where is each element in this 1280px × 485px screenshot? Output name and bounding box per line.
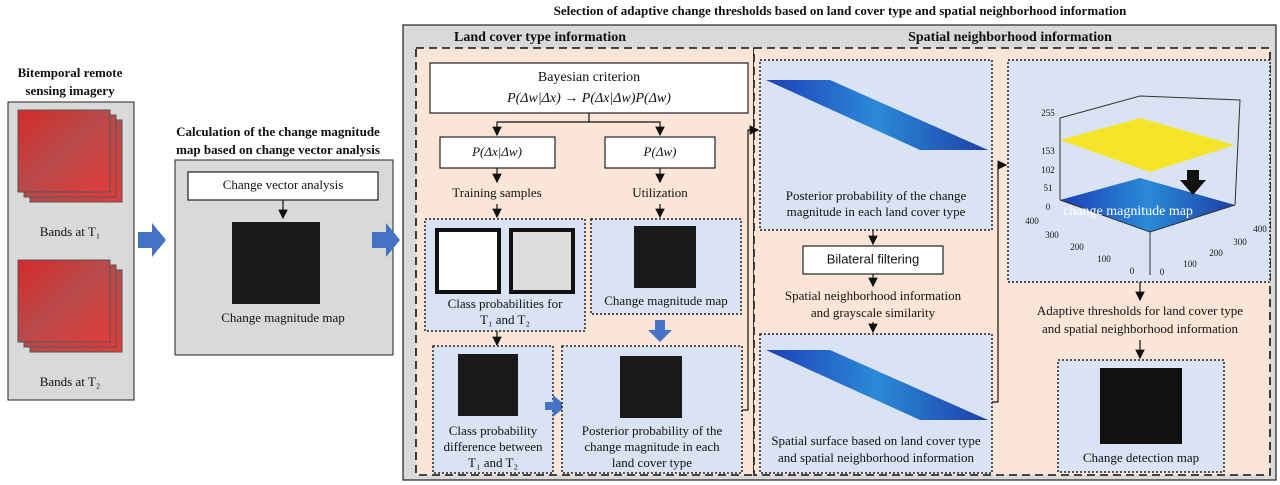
y-tick: 100 [1183,259,1197,269]
class-prob-label: Class probabilities for [448,296,563,311]
difference-label: Class probability [449,423,538,438]
title: Selection of adaptive change thresholds … [554,3,1127,18]
x-tick: 400 [1025,216,1039,226]
band-label: Bands at T₂ [40,374,101,389]
formula: P(Δw|Δx) → P(Δx|Δw)P(Δw) [506,91,671,106]
filter-label: Bilateral filtering [827,251,920,266]
criterion: Bayesian criterion [538,70,640,85]
map-image [1100,368,1182,444]
posterior-label: Posterior probability of the [582,423,723,438]
map-image [458,354,518,416]
z-tick: 102 [1041,165,1055,175]
cva-title: Calculation of the change magnitude [176,124,380,139]
similarity-label: Spatial neighborhood information [785,288,962,303]
x-tick: 200 [1070,242,1084,252]
section-header: Spatial neighborhood information [908,30,1112,45]
z-tick: 153 [1041,146,1055,156]
plot-label: change magnitude map [1063,204,1193,219]
surface-label: Spatial surface based on land cover type [771,433,981,448]
y-tick: 200 [1209,248,1223,258]
difference-label: difference between [443,439,543,454]
map-image [232,222,320,304]
thresholds-label: Adaptive thresholds for land cover type [1037,303,1243,318]
y-tick: 400 [1253,224,1267,234]
posterior-label: land cover type [612,455,692,470]
posterior-label: change magnitude in each [584,439,720,454]
class-prob-label: T₁ and T₂ [480,312,530,327]
result-label: Change detection map [1083,450,1199,465]
input-title: sensing imagery [25,83,115,98]
cva-title: map based on change vector analysis [176,142,380,157]
z-tick: 255 [1041,108,1055,118]
z-tick: 51 [1044,183,1053,193]
map-image [620,356,682,418]
z-tick: 0 [1046,202,1051,212]
x-tick: 0 [1130,266,1135,276]
band-label: Bands at T₁ [40,224,101,239]
y-tick: 0 [1160,267,1165,277]
magnitude-label: Change magnitude map [604,293,727,308]
surface-label: and spatial neighborhood information [778,450,975,465]
x-tick: 100 [1097,254,1111,264]
spatial-posterior-label: Posterior probability of the change [786,188,967,203]
y-tick: 300 [1233,237,1247,247]
map-label: Change magnitude map [221,310,344,325]
thresholds-label: and spatial neighborhood information [1042,321,1239,336]
likelihood: P(Δx|Δw) [471,144,522,159]
section-header: Land cover type information [454,30,626,45]
similarity-label: and grayscale similarity [811,305,936,320]
map-image [634,226,696,288]
prior: P(Δw) [643,144,677,159]
flow-arrow [138,223,166,257]
x-tick: 300 [1045,230,1059,240]
utilization-label: Utilization [632,185,688,200]
method-label: Change vector analysis [223,177,344,192]
input-title: Bitemporal remote [18,65,123,80]
diagram: Selection of adaptive change thresholds … [0,0,1280,485]
difference-label: T₁ and T₂ [468,455,518,470]
training-label: Training samples [452,185,541,200]
spatial-posterior-label: magnitude in each land cover type [787,204,966,219]
